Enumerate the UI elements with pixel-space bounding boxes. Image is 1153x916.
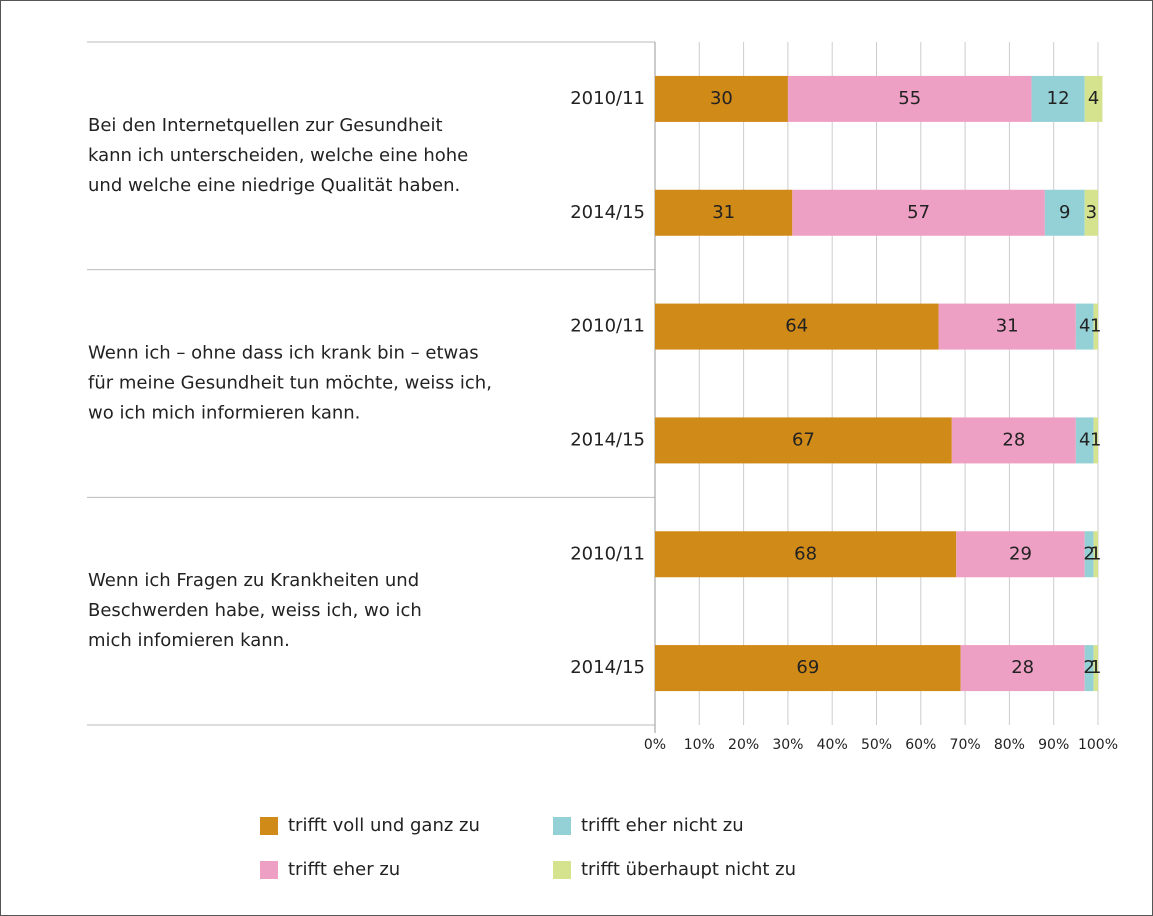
bar-segment [1093,417,1098,464]
group-label: Bei den Internetquellen zur Gesundheit [88,115,443,136]
legend-label: trifft eher nicht zu [581,815,744,836]
data-label: 68 [794,543,817,564]
bar-segment [1075,303,1094,350]
x-tick-label: 20% [728,737,759,753]
bar-segment [938,303,1076,350]
legend-swatch [260,817,278,835]
legend-swatch [553,861,571,879]
bar-segment [1084,531,1094,578]
data-label: 4 [1088,88,1099,109]
bar-segment [1093,303,1098,350]
y-tick-label: 2014/15 [570,429,645,450]
legend-swatch [553,817,571,835]
bar-segment [951,417,1076,464]
x-tick-label: 10% [684,737,715,753]
bar-segment [792,189,1045,236]
bar-segment [960,645,1085,692]
data-label: 29 [1009,543,1032,564]
bar-segment [1093,645,1098,692]
data-label: 4 [1079,316,1090,337]
bar-segment [1093,531,1098,578]
bar-segment [1031,75,1085,122]
bar-segment [655,417,952,464]
y-tick-label: 2014/15 [570,657,645,678]
group-label: und welche eine niedrige Qualität haben. [88,175,460,196]
legend-label: trifft überhaupt nicht zu [581,859,796,880]
bar-segment [1084,75,1103,122]
bar-segment [1044,189,1085,236]
legend-swatch [260,861,278,879]
data-label: 4 [1079,429,1090,450]
data-label: 1 [1090,657,1101,678]
data-label: 31 [996,316,1019,337]
data-label: 69 [796,657,819,678]
data-label: 57 [907,202,930,223]
x-tick-label: 100% [1078,737,1118,753]
data-label: 2 [1083,657,1094,678]
group-label: für meine Gesundheit tun möchte, weiss i… [88,373,492,394]
bar-segment [655,531,957,578]
x-tick-label: 90% [1038,737,1069,753]
data-label: 3 [1086,202,1097,223]
data-label: 28 [1002,429,1025,450]
x-tick-label: 80% [994,737,1025,753]
x-tick-label: 50% [861,737,892,753]
data-label: 1 [1090,429,1101,450]
data-label: 64 [785,316,808,337]
data-label: 31 [712,202,735,223]
data-label: 1 [1090,543,1101,564]
bar-segment [655,189,793,236]
data-label: 9 [1059,202,1070,223]
group-label: mich infomieren kann. [88,630,290,651]
group-label: wo ich mich informieren kann. [88,403,360,424]
x-tick-label: 40% [817,737,848,753]
x-tick-label: 70% [950,737,981,753]
legend-label: trifft eher zu [288,859,400,880]
data-label: 28 [1011,657,1034,678]
group-label: Wenn ich – ohne dass ich krank bin – etw… [88,343,479,364]
bar-segment [1084,189,1098,236]
group-label: Beschwerden habe, weiss ich, wo ich [88,600,422,621]
bar-segment [956,531,1085,578]
data-label: 55 [898,88,921,109]
data-label: 30 [710,88,733,109]
legend-label: trifft voll und ganz zu [288,815,480,836]
x-tick-label: 30% [772,737,803,753]
data-label: 12 [1047,88,1070,109]
bar-segment [1075,417,1094,464]
group-label: kann ich unterscheiden, welche eine hohe [88,145,468,166]
group-label: Wenn ich Fragen zu Krankheiten und [88,570,419,591]
x-tick-label: 0% [644,737,666,753]
bar-segment [787,75,1032,122]
y-tick-label: 2010/11 [570,543,645,564]
x-tick-label: 60% [905,737,936,753]
data-label: 2 [1083,543,1094,564]
bar-segment [655,303,939,350]
y-tick-label: 2014/15 [570,202,645,223]
bar-segment [655,645,961,692]
y-tick-label: 2010/11 [570,316,645,337]
data-label: 1 [1090,316,1101,337]
y-tick-label: 2010/11 [570,88,645,109]
bar-segment [1084,645,1094,692]
bar-segment [655,75,788,122]
data-label: 67 [792,429,815,450]
